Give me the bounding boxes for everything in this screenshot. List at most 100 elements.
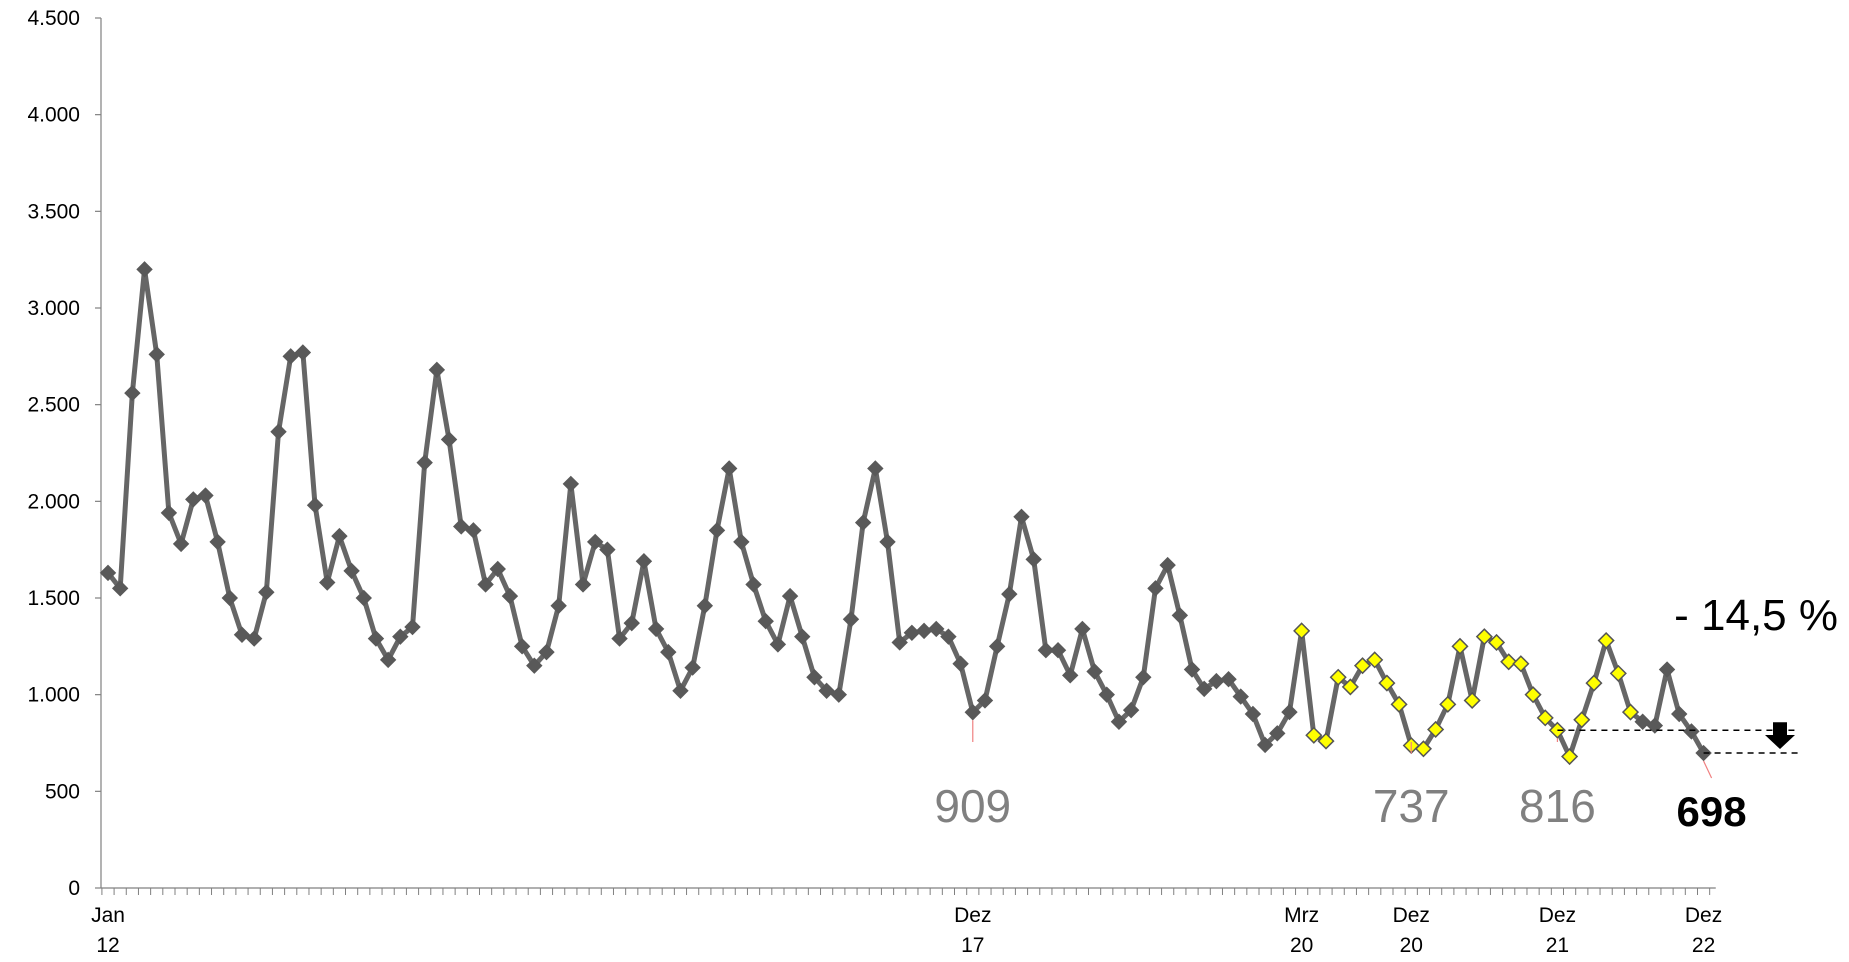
data-point <box>623 614 640 632</box>
y-tick-label: 0 <box>68 877 80 900</box>
data-point <box>245 630 263 647</box>
x-tick-label: Dez <box>1539 904 1576 927</box>
data-point <box>1183 661 1201 678</box>
data-point <box>209 533 226 551</box>
data-point <box>952 655 969 672</box>
x-tick-label: Jan <box>91 904 125 927</box>
data-point <box>635 553 653 570</box>
value-annotation: 909 <box>934 780 1011 832</box>
data-point <box>489 560 506 578</box>
data-point <box>1256 736 1274 754</box>
x-tick-label: 17 <box>961 934 984 957</box>
data-point <box>538 643 555 661</box>
x-tick-label: 20 <box>1400 934 1423 957</box>
data-point <box>1390 695 1408 713</box>
data-point <box>1536 709 1554 727</box>
data-point <box>306 496 324 514</box>
x-tick-label: Mrz <box>1284 904 1319 927</box>
data-point <box>124 384 141 402</box>
data-point <box>574 576 592 593</box>
data-point <box>355 589 372 607</box>
data-point <box>1463 691 1481 710</box>
data-point <box>854 514 872 531</box>
data-point <box>1305 726 1323 744</box>
data-point <box>1293 622 1311 640</box>
data-point <box>526 657 543 674</box>
x-tick-label: 20 <box>1290 934 1313 957</box>
x-tick-label: 22 <box>1692 934 1715 957</box>
data-point <box>1232 688 1249 705</box>
y-tick-label: 500 <box>45 780 80 803</box>
data-point <box>1683 723 1700 740</box>
data-point <box>1195 680 1213 698</box>
value-annotation: 698 <box>1677 788 1747 835</box>
data-point <box>453 518 470 535</box>
data-point <box>233 626 251 643</box>
data-point <box>1317 732 1335 750</box>
value-annotation: 737 <box>1373 780 1450 832</box>
data-point <box>586 533 604 551</box>
data-point <box>1147 580 1164 597</box>
data-point <box>1500 653 1518 671</box>
data-point <box>111 580 129 597</box>
data-point <box>1475 628 1493 646</box>
data-point <box>769 636 787 653</box>
data-point <box>99 564 117 582</box>
data-point <box>1646 717 1664 734</box>
data-point <box>392 628 409 645</box>
leader-line <box>1703 760 1713 779</box>
data-point <box>1341 678 1359 696</box>
data-point <box>343 562 360 580</box>
annotations: 909 737 816 698 <box>934 720 1747 835</box>
data-point <box>1244 705 1262 723</box>
series-polyline <box>106 266 1706 760</box>
data-point <box>1098 686 1115 703</box>
y-tick-label: 2.500 <box>27 394 80 417</box>
data-point <box>465 522 482 539</box>
data-point <box>1171 607 1189 624</box>
x-axis: Jan 12 Dez 17 Mrz 20 Dez 20 Dez 21 Dez 22 <box>91 887 1722 957</box>
data-point <box>940 628 957 645</box>
data-point <box>830 686 848 703</box>
data-point <box>660 643 677 661</box>
data-point <box>1025 551 1042 568</box>
data-point <box>367 630 385 647</box>
data-point <box>745 576 762 593</box>
data-point <box>1135 669 1152 686</box>
data-point <box>185 491 202 508</box>
change-indicator: - 14,5 % <box>1557 591 1838 754</box>
data-point <box>1573 711 1591 729</box>
data-point <box>915 622 933 640</box>
data-point <box>757 612 774 630</box>
data-point <box>440 431 458 448</box>
x-tick-label: 21 <box>1546 934 1569 957</box>
data-point <box>1353 657 1372 675</box>
data-point <box>1220 670 1237 688</box>
data-markers <box>99 261 1712 766</box>
x-tick-label: Dez <box>1393 904 1430 927</box>
data-point <box>1378 674 1396 692</box>
data-point <box>404 618 421 636</box>
data-point <box>1269 725 1286 742</box>
data-point <box>331 527 348 545</box>
data-point <box>319 574 336 591</box>
data-point <box>1037 641 1055 659</box>
data-point <box>672 682 689 700</box>
x-tick-label: Dez <box>954 904 991 927</box>
data-point <box>647 620 665 638</box>
x-tick-label: 12 <box>96 934 119 957</box>
data-point <box>282 348 299 365</box>
series-line <box>106 266 1706 760</box>
data-point <box>258 583 275 601</box>
data-point <box>562 475 580 493</box>
data-point <box>599 541 616 558</box>
data-point <box>818 682 835 700</box>
data-point <box>928 620 945 638</box>
data-point <box>477 576 494 593</box>
value-annotation: 816 <box>1519 780 1596 832</box>
data-point <box>1451 637 1469 655</box>
data-point <box>1512 655 1530 673</box>
data-point <box>1439 695 1457 713</box>
data-point <box>172 535 190 553</box>
